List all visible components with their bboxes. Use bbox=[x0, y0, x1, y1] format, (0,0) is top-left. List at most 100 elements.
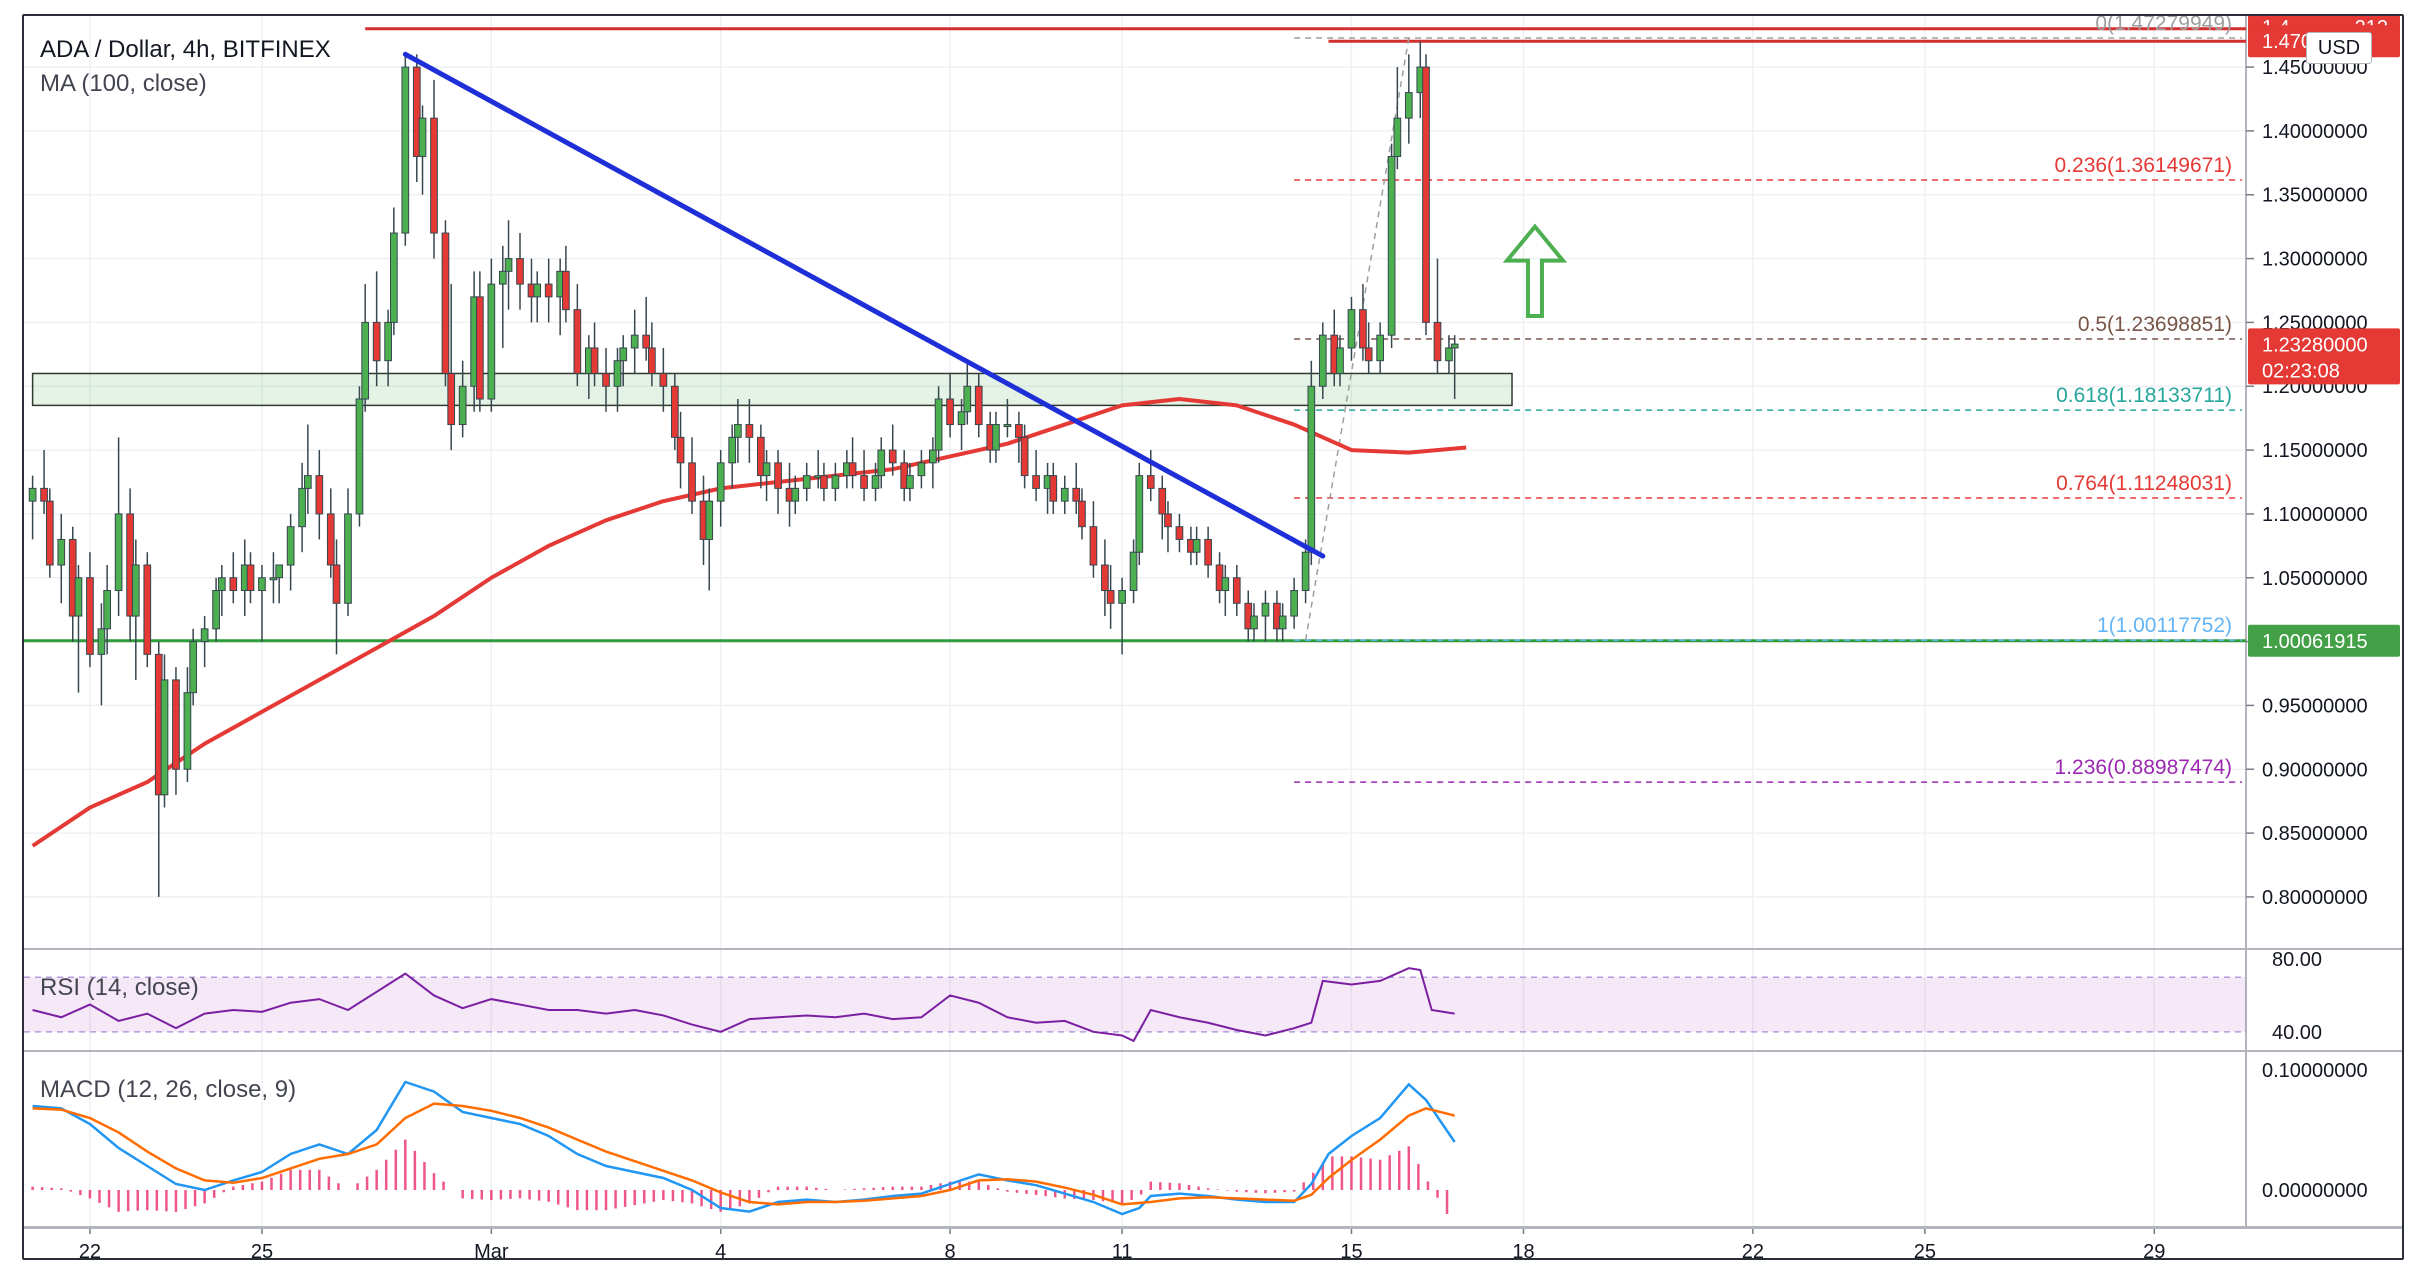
candle bbox=[1129, 539, 1138, 604]
candle bbox=[888, 424, 897, 476]
candle-body bbox=[831, 475, 840, 489]
candle-body bbox=[160, 679, 169, 796]
candle bbox=[1032, 450, 1040, 502]
candle-body bbox=[229, 577, 238, 592]
grid-lines bbox=[24, 16, 2402, 1228]
candle-body bbox=[344, 513, 352, 604]
candle bbox=[974, 373, 983, 438]
candle-body bbox=[1135, 475, 1144, 553]
candle-body bbox=[143, 564, 152, 655]
candle-body bbox=[533, 283, 542, 298]
ma-legend: MA (100, close) bbox=[40, 70, 207, 97]
candle-body bbox=[1158, 487, 1167, 515]
axes: 1.450000001.400000001.350000001.30000000… bbox=[24, 16, 2402, 1258]
candle-body bbox=[332, 564, 341, 604]
candle bbox=[562, 245, 570, 323]
price-tick-label: 0.95000000 bbox=[2262, 695, 2368, 717]
candle bbox=[676, 411, 685, 489]
price-tick-label: 1.35000000 bbox=[2262, 185, 2368, 207]
candle-body bbox=[361, 321, 370, 400]
candle-body bbox=[1146, 475, 1155, 489]
candle bbox=[1336, 335, 1344, 387]
candle bbox=[906, 462, 914, 502]
candle bbox=[504, 220, 513, 310]
candle-body bbox=[877, 449, 886, 477]
candle bbox=[418, 105, 427, 195]
chart-frame[interactable]: 0(1.47279949) 0.236(1.36149671) 0.5(1.2369… bbox=[22, 14, 2404, 1260]
candle-body bbox=[45, 500, 54, 566]
candle-body bbox=[774, 462, 782, 489]
candle bbox=[992, 411, 1000, 463]
time-tick-label: 25 bbox=[251, 1241, 273, 1258]
candle bbox=[1106, 564, 1115, 629]
candle bbox=[957, 399, 966, 451]
candle bbox=[1290, 577, 1298, 629]
candle bbox=[275, 564, 284, 604]
trendline-layer bbox=[402, 51, 1326, 559]
candle bbox=[131, 539, 140, 680]
candle bbox=[217, 564, 226, 617]
price-tag-bg bbox=[2248, 328, 2400, 385]
candle-body bbox=[476, 296, 484, 400]
candle bbox=[544, 258, 553, 323]
candle bbox=[1307, 360, 1316, 565]
time-tick-label: 22 bbox=[1742, 1241, 1764, 1258]
candle-body bbox=[676, 436, 685, 464]
candle bbox=[1301, 539, 1310, 604]
candle-body bbox=[917, 462, 926, 477]
candle-body bbox=[659, 372, 668, 387]
horizontal-levels bbox=[24, 27, 2246, 643]
fib-level-label: 0.764(1.11248031) bbox=[2056, 472, 2232, 495]
candle bbox=[860, 450, 868, 502]
time-tick-label: 11 bbox=[1112, 1241, 1133, 1258]
candle-body bbox=[728, 436, 737, 464]
candle-body bbox=[871, 475, 880, 489]
candle-body bbox=[1307, 385, 1316, 553]
candle-body bbox=[756, 436, 765, 477]
candle-body bbox=[172, 679, 180, 770]
candle bbox=[1433, 258, 1442, 374]
candle bbox=[613, 347, 622, 412]
candle bbox=[332, 539, 341, 655]
candle bbox=[877, 437, 886, 489]
candle bbox=[286, 513, 295, 591]
time-tick-label: 22 bbox=[79, 1241, 101, 1258]
candle bbox=[820, 462, 828, 502]
price-tick-label: 0.90000000 bbox=[2262, 759, 2368, 781]
candle bbox=[533, 271, 542, 323]
candle-body bbox=[1301, 551, 1310, 592]
price-tag: 1.00061915 bbox=[2248, 624, 2400, 657]
candle-body bbox=[1089, 526, 1098, 566]
candle-body bbox=[992, 424, 1000, 451]
currency-badge[interactable]: USD bbox=[2306, 32, 2372, 64]
candle-body bbox=[131, 564, 140, 617]
candle-body bbox=[1318, 334, 1327, 387]
candle-body bbox=[275, 564, 284, 579]
candle bbox=[1232, 564, 1241, 617]
candle bbox=[745, 399, 754, 463]
candle bbox=[728, 424, 737, 489]
candle bbox=[929, 437, 937, 489]
candle bbox=[476, 271, 484, 412]
candle-body bbox=[1278, 615, 1287, 630]
candle-body bbox=[1404, 92, 1413, 119]
candle-body bbox=[1336, 347, 1344, 374]
candle-body bbox=[820, 475, 828, 489]
candle-body bbox=[613, 360, 622, 387]
candle-body bbox=[929, 449, 937, 464]
candle-body bbox=[298, 487, 306, 528]
candle-body bbox=[562, 270, 570, 311]
fib-level-label: 0.5(1.23698851) bbox=[2078, 313, 2232, 336]
rsi-legend: RSI (14, close) bbox=[40, 974, 199, 1001]
ma100-layer bbox=[31, 397, 1467, 848]
time-tick-label: 29 bbox=[2143, 1241, 2165, 1258]
candle-body bbox=[217, 577, 226, 592]
candle-body bbox=[487, 283, 496, 400]
candle-body bbox=[1387, 155, 1396, 336]
candle bbox=[1072, 462, 1081, 514]
candle bbox=[1318, 322, 1327, 400]
candle-body bbox=[401, 66, 410, 234]
chart-canvas[interactable]: 0(1.47279949) 0.236(1.36149671) 0.5(1.2369… bbox=[24, 16, 2402, 1258]
candle bbox=[246, 552, 255, 604]
fib-level-label: 1(1.00117752) bbox=[2097, 614, 2232, 637]
